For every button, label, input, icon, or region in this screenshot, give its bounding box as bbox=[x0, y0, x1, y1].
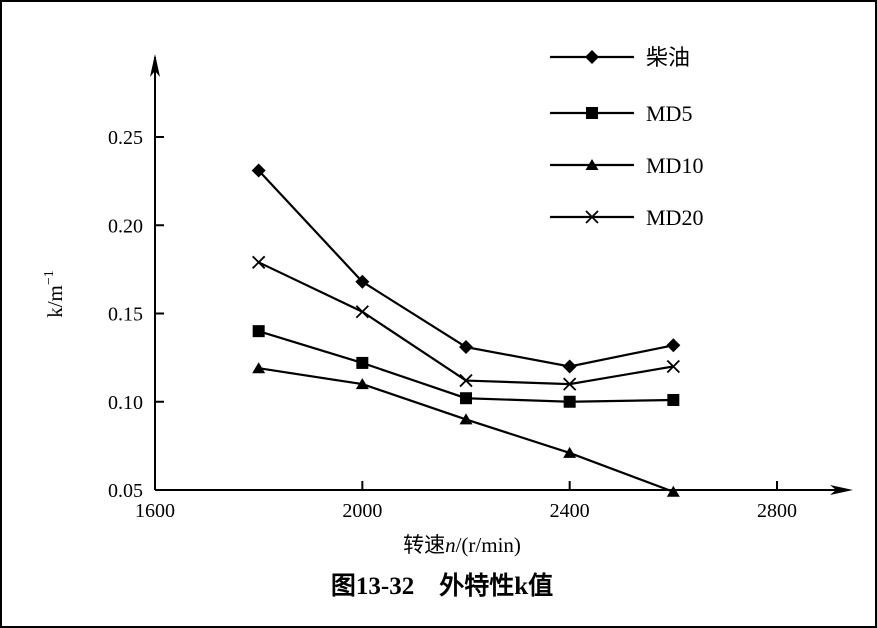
x-tick-label: 2400 bbox=[550, 500, 590, 522]
y-axis-arrow bbox=[150, 54, 160, 77]
data-point-3 bbox=[355, 378, 369, 390]
data-point-3 bbox=[252, 362, 266, 374]
x-marker-stroke bbox=[459, 373, 473, 388]
x-marker-stroke bbox=[252, 255, 266, 269]
x-axis-label: 转速n/(r/min) bbox=[403, 533, 521, 557]
x-tick-label: 1600 bbox=[135, 500, 175, 522]
data-point-3 bbox=[459, 413, 473, 425]
y-tick-label: 0.25 bbox=[108, 127, 143, 149]
x-marker-stroke bbox=[355, 305, 369, 319]
series-line-3 bbox=[258, 367, 674, 493]
x-marker-stroke bbox=[585, 210, 599, 224]
y-tick-label: 0.10 bbox=[108, 392, 143, 414]
data-point-2 bbox=[356, 356, 369, 369]
data-point-3 bbox=[563, 446, 577, 458]
data-point-4 bbox=[563, 377, 577, 391]
x-axis-label-unit: /(r/min) bbox=[456, 533, 521, 557]
figure-caption: 图13-32 外特性k值 bbox=[331, 571, 553, 600]
data-point-1 bbox=[666, 338, 681, 353]
legend-label-4: MD20 bbox=[646, 205, 703, 230]
data-point-4 bbox=[355, 305, 369, 319]
x-marker-stroke bbox=[666, 359, 680, 374]
data-point-1 bbox=[355, 274, 370, 289]
y-axis-label-sup: −1 bbox=[42, 270, 57, 285]
series-markers bbox=[251, 163, 681, 497]
x-marker-stroke bbox=[563, 377, 577, 391]
x-tick-label: 2800 bbox=[757, 500, 797, 522]
legend-marker-1 bbox=[585, 50, 599, 64]
x-axis-label-prefix: 转速 bbox=[403, 533, 445, 557]
x-axis-label-var: n bbox=[445, 533, 456, 557]
data-point-4 bbox=[459, 373, 473, 388]
data-point-1 bbox=[562, 359, 577, 374]
legend-label-2: MD5 bbox=[646, 101, 692, 126]
x-axis-arrow bbox=[830, 485, 853, 495]
legend-marker-3 bbox=[585, 159, 599, 170]
axis-ticks: 0.05 0.10 0.15 0.20 0.25 1600 2000 2400 2800 bbox=[108, 127, 797, 522]
y-tick-label: 0.20 bbox=[108, 215, 143, 237]
x-tick-label: 2000 bbox=[342, 500, 382, 522]
series-line-1 bbox=[257, 169, 674, 368]
series-lines bbox=[257, 169, 674, 493]
data-point-2 bbox=[252, 325, 265, 338]
data-point-4 bbox=[666, 359, 680, 374]
legend: 柴油 MD5 MD10 MD20 bbox=[550, 45, 703, 230]
y-axis-label: k/m−1 bbox=[42, 270, 67, 318]
legend-marker-2 bbox=[586, 107, 598, 119]
data-point-1 bbox=[459, 340, 473, 355]
y-tick-label: 0.05 bbox=[108, 480, 143, 502]
data-point-4 bbox=[252, 255, 266, 269]
data-point-2 bbox=[563, 395, 576, 408]
series-line-4 bbox=[258, 261, 674, 386]
data-point-2 bbox=[460, 392, 472, 405]
data-point-1 bbox=[251, 163, 266, 178]
legend-marker-4 bbox=[585, 210, 599, 224]
y-tick-label: 0.15 bbox=[108, 304, 143, 326]
data-point-3 bbox=[666, 485, 680, 497]
legend-label-1: 柴油 bbox=[646, 45, 690, 70]
legend-label-3: MD10 bbox=[646, 153, 703, 178]
data-point-2 bbox=[667, 393, 680, 406]
